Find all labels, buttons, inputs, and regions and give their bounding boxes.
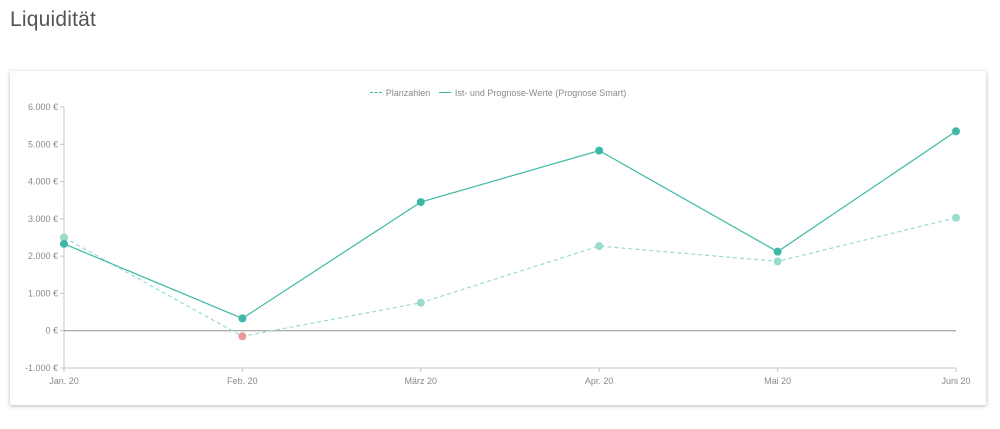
y-tick-label: 3.000 € [28, 214, 58, 224]
legend-item-ist-prognose[interactable]: Ist- und Prognose-Werte (Prognose Smart) [438, 88, 627, 98]
legend-label-planzahlen: Planzahlen [385, 88, 431, 98]
data-point-ist-prognose[interactable] [595, 146, 604, 155]
y-tick-label: 1.000 € [28, 288, 58, 298]
series-line-ist-prognose [63, 130, 957, 320]
page-title: Liquidität [10, 8, 97, 31]
data-point-ist-prognose[interactable] [238, 314, 247, 323]
series-line-planzahlen [63, 217, 957, 337]
data-point-planzahlen[interactable] [773, 257, 782, 266]
chart-legend: Planzahlen Ist- und Prognose-Werte (Prog… [10, 88, 986, 98]
x-tick-label: Juni 20 [941, 376, 970, 386]
x-tick-label: Mai 20 [764, 376, 791, 386]
legend-item-planzahlen[interactable]: Planzahlen [369, 88, 431, 98]
data-point-ist-prognose[interactable] [416, 198, 425, 207]
y-tick-label: 4.000 € [28, 177, 58, 187]
legend-swatch-ist-prognose [438, 92, 451, 94]
legend-swatch-planzahlen [369, 92, 382, 94]
data-point-planzahlen[interactable] [238, 332, 247, 341]
y-tick-label: -1.000 € [25, 363, 58, 373]
data-point-planzahlen[interactable] [595, 242, 604, 251]
legend-label-ist-prognose: Ist- und Prognose-Werte (Prognose Smart) [454, 88, 627, 98]
data-point-planzahlen[interactable] [952, 213, 960, 222]
x-tick-label: Jan. 20 [49, 376, 79, 386]
x-tick-label: Apr. 20 [585, 376, 614, 386]
data-point-ist-prognose[interactable] [773, 247, 782, 256]
data-point-ist-prognose[interactable] [60, 239, 68, 248]
data-point-planzahlen[interactable] [416, 298, 425, 307]
x-tick-label: Feb. 20 [227, 376, 258, 386]
liquidity-chart-card: Planzahlen Ist- und Prognose-Werte (Prog… [10, 71, 986, 405]
y-tick-label: 5.000 € [28, 139, 58, 149]
y-tick-label: 0 € [45, 326, 58, 336]
data-point-ist-prognose[interactable] [952, 127, 960, 136]
y-tick-label: 6.000 € [28, 102, 58, 112]
x-tick-label: März 20 [405, 376, 438, 386]
y-tick-label: 2.000 € [28, 251, 58, 261]
liquidity-line-chart: -1.000 € 0 € 1.000 € 2.000 € 3.000 € 4.000 € 5… [25, 102, 971, 386]
data-point-planzahlen[interactable] [60, 233, 68, 242]
